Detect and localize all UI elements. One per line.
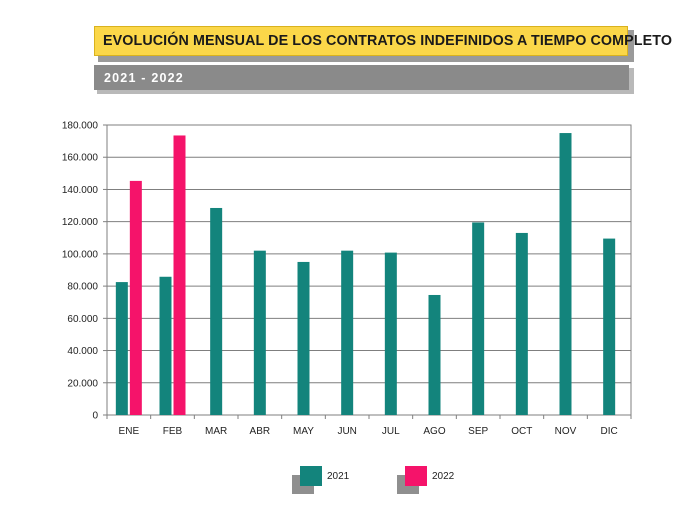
y-tick-label: 40.000 xyxy=(67,346,98,357)
bar-2021-jul xyxy=(384,252,397,415)
chart-subtitle: 2021 - 2022 xyxy=(104,70,184,85)
bar-2022-feb xyxy=(173,135,186,415)
x-tick-label: OCT xyxy=(511,426,532,437)
x-tick-label: DIC xyxy=(601,426,618,437)
y-tick-label: 60.000 xyxy=(67,314,98,325)
legend-swatch-2021 xyxy=(300,466,322,486)
title-box: EVOLUCIÓN MENSUAL DE LOS CONTRATOS INDEF… xyxy=(94,26,672,56)
x-tick-label: FEB xyxy=(163,426,183,437)
y-tick-label: 140.000 xyxy=(62,185,99,196)
bar-2021-oct xyxy=(515,232,528,415)
bar-2021-abr xyxy=(253,250,266,415)
chart-title: EVOLUCIÓN MENSUAL DE LOS CONTRATOS INDEF… xyxy=(103,33,673,49)
x-tick-label: SEP xyxy=(468,426,488,437)
x-tick-label: MAY xyxy=(293,426,314,437)
bar-2021-dic xyxy=(603,238,616,415)
y-tick-label: 80.000 xyxy=(67,282,98,293)
bar-2021-may xyxy=(297,261,310,415)
subtitle-box: 2021 - 2022 xyxy=(94,65,629,90)
bar-2021-jun xyxy=(341,250,354,415)
y-tick-label: 120.000 xyxy=(62,217,99,228)
legend-label-2021: 2021 xyxy=(327,471,350,482)
x-tick-label: NOV xyxy=(555,426,577,437)
title-banner: EVOLUCIÓN MENSUAL DE LOS CONTRATOS INDEF… xyxy=(94,26,672,62)
y-tick-label: 100.000 xyxy=(62,249,99,260)
bar-2021-nov xyxy=(559,133,572,416)
x-tick-label: ABR xyxy=(250,426,271,437)
x-tick-label: JUN xyxy=(337,426,356,437)
subtitle-banner: 2021 - 2022 xyxy=(94,65,634,94)
bar-2021-ene xyxy=(115,282,128,415)
y-tick-label: 180.000 xyxy=(62,121,99,132)
x-tick-label: MAR xyxy=(205,426,227,437)
plot-area xyxy=(107,125,631,415)
bar-2021-feb xyxy=(159,276,172,415)
bar-2021-ago xyxy=(428,294,441,415)
y-tick-label: 0 xyxy=(92,411,98,422)
bar-2021-mar xyxy=(210,207,223,415)
legend-swatch-2022 xyxy=(405,466,427,486)
x-tick-label: ENE xyxy=(119,426,140,437)
y-tick-label: 160.000 xyxy=(62,153,99,164)
x-tick-label: JUL xyxy=(382,426,400,437)
legend-label-2022: 2022 xyxy=(432,471,455,482)
y-tick-label: 20.000 xyxy=(67,378,98,389)
x-tick-label: AGO xyxy=(423,426,445,437)
bar-2021-sep xyxy=(472,222,485,415)
bar-2022-ene xyxy=(129,180,142,415)
